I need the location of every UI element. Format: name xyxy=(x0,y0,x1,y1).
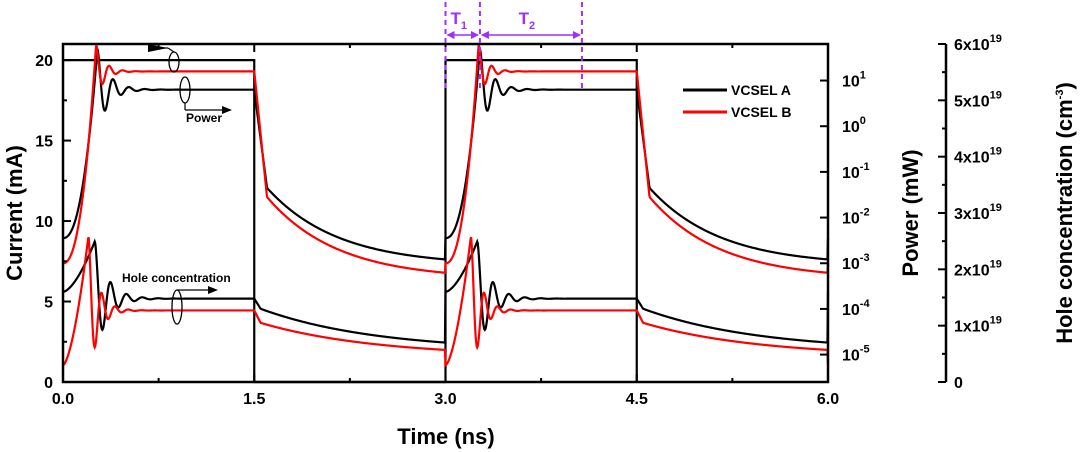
t1-arrow-left-icon xyxy=(446,31,455,39)
left-tick-label: 0 xyxy=(44,375,53,392)
hole-line-vcsel-b xyxy=(62,236,830,367)
left-tick-label: 10 xyxy=(35,214,53,231)
hole-tick-label: 4x1019 xyxy=(954,146,1002,167)
x-tick-label: 1.5 xyxy=(243,391,265,408)
hole-axis-title-exp: -3 xyxy=(1054,90,1066,100)
power-tick-label: 10-3 xyxy=(842,252,870,273)
power-line-vcsel-b xyxy=(62,44,830,274)
arrow-right-icon xyxy=(208,286,218,294)
power-tick-label: 10-4 xyxy=(842,298,870,319)
t2-label: T2 xyxy=(519,9,536,32)
hole-tick-label: 1x1019 xyxy=(954,315,1002,336)
power-tick-label: 101 xyxy=(842,70,866,91)
power-annotation: Power xyxy=(186,111,222,125)
left-axis-title: Current (mA) xyxy=(2,145,27,281)
legend: VCSEL A VCSEL B xyxy=(683,82,791,120)
power-tick-label: 10-5 xyxy=(842,344,870,365)
current-ellipse xyxy=(168,51,180,73)
x-tick-label: 3.0 xyxy=(434,391,456,408)
hole-tick-label: 3x1019 xyxy=(954,202,1002,223)
left-tick-label: 5 xyxy=(44,295,53,312)
arrow-right-icon xyxy=(222,106,232,114)
t2-arrow-right-icon xyxy=(572,31,581,39)
hole-annotation: Hole concentration xyxy=(122,271,231,285)
power-tick-label: 10-1 xyxy=(842,161,870,182)
t2-arrow-left-icon xyxy=(480,31,489,39)
hole-tick-label: 2x1019 xyxy=(954,258,1002,279)
x-tick-label: 0.0 xyxy=(52,391,74,408)
x-tick-label: 4.5 xyxy=(626,391,648,408)
hole-tick-label: 0 xyxy=(954,375,963,392)
x-axis-title: Time (ns) xyxy=(397,424,494,449)
power-tick-label: 10-2 xyxy=(842,207,870,228)
x-tick-label: 6.0 xyxy=(817,391,839,408)
left-tick-label: 20 xyxy=(35,53,53,70)
plot-lines xyxy=(62,44,830,384)
hole-axis-title: Hole concentration (cm-3) xyxy=(1052,82,1077,344)
left-tick-label: 15 xyxy=(35,134,53,151)
hole-line-vcsel-a xyxy=(62,238,830,344)
t1-arrow-right-icon xyxy=(470,31,479,39)
current-leader xyxy=(167,47,175,53)
legend-label-vcsel-a: VCSEL A xyxy=(731,82,791,98)
hole-tick-label: 6x1019 xyxy=(954,33,1002,54)
hole-axis-title-main: Hole concentration (cm xyxy=(1052,99,1077,343)
legend-label-vcsel-b: VCSEL B xyxy=(731,104,791,120)
current-pulse-line xyxy=(63,58,638,384)
annotations: Power Hole concentration T1 T2 xyxy=(122,2,583,325)
hole-ellipse xyxy=(171,289,183,325)
power-axis-title: Power (mW) xyxy=(898,149,923,276)
axis-ticks: 0.0 1.5 3.0 4.5 6.0 0 5 10 15 20 101 100 10-1 10-2 10-… xyxy=(35,33,1002,408)
hole-axis-title-close: ) xyxy=(1052,82,1077,89)
t1-label: T1 xyxy=(450,9,467,32)
power-tick-label: 100 xyxy=(842,115,866,136)
hole-tick-label: 5x1019 xyxy=(954,89,1002,110)
